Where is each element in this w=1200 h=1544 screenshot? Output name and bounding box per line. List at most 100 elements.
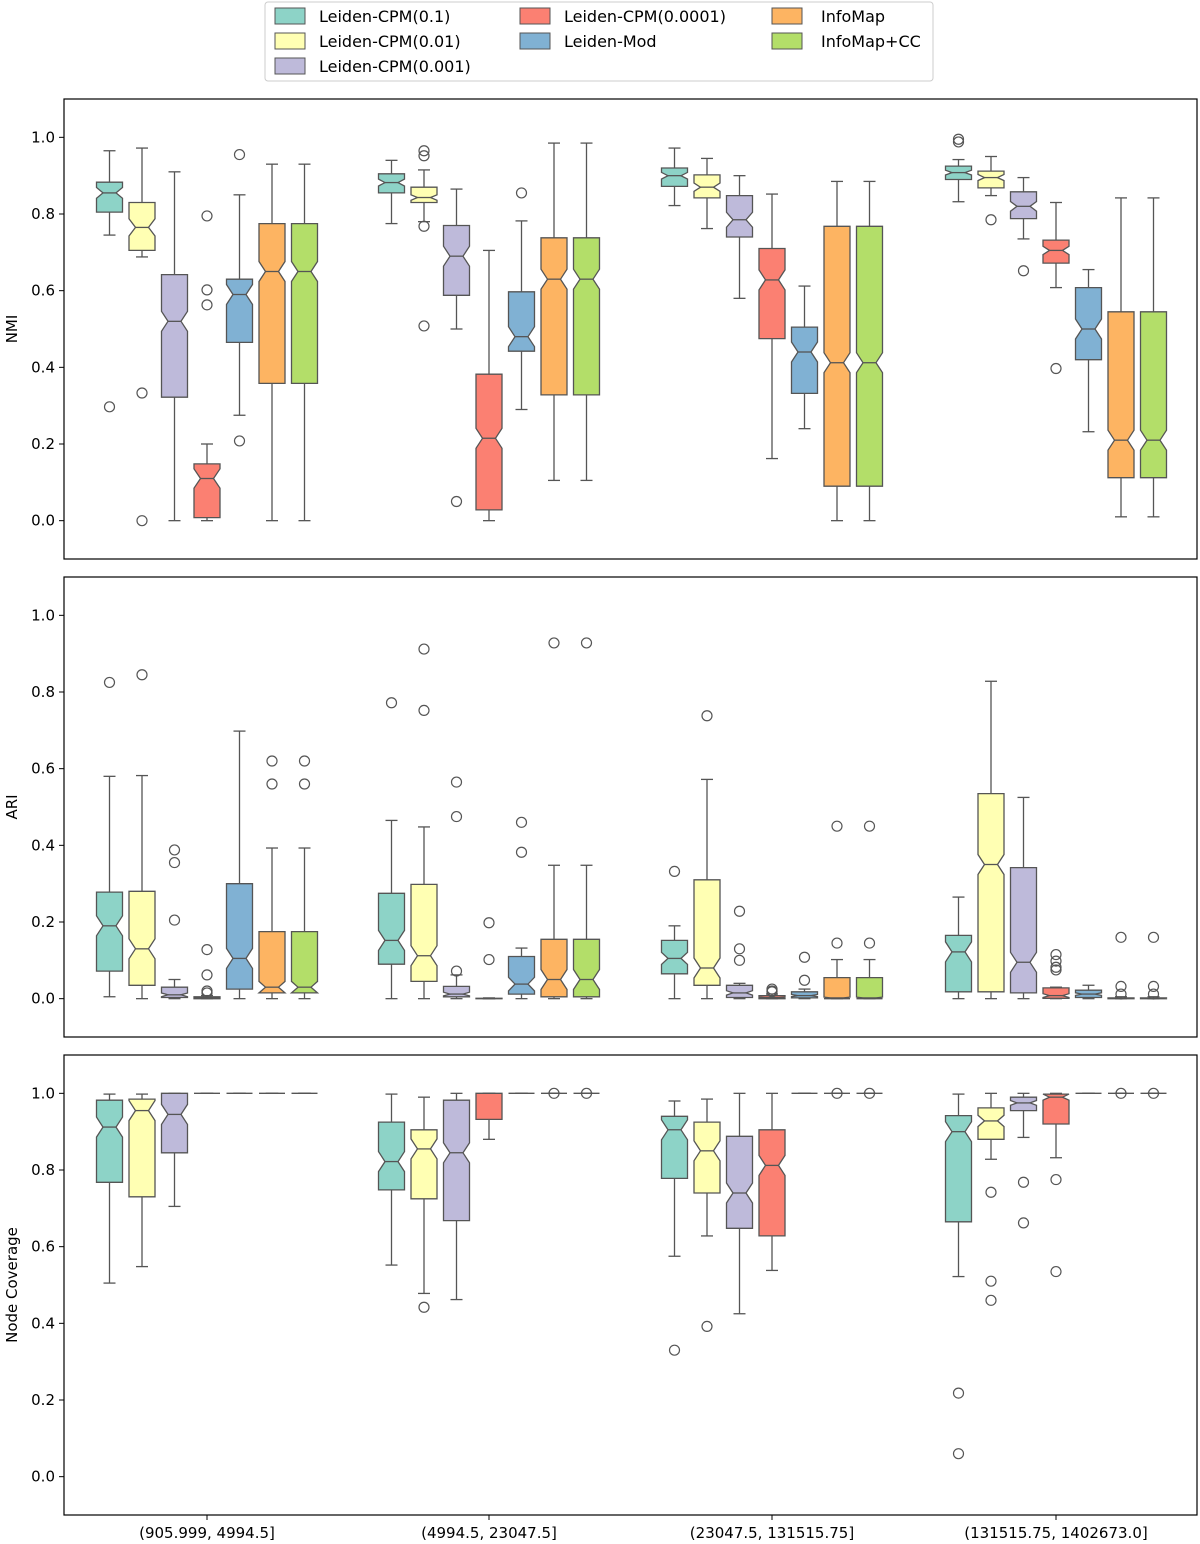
outlier-point [450, 965, 463, 977]
box [693, 1121, 721, 1194]
x-tick-label: (4994.5, 23047.5] [421, 1524, 557, 1542]
outlier-point [418, 320, 430, 332]
outlier-point [233, 435, 246, 447]
legend-swatch [771, 7, 803, 25]
outlier-point [450, 495, 463, 508]
outlier-point [1050, 964, 1062, 976]
outlier-point [450, 776, 463, 788]
legend-entry[interactable]: Leiden-Mod [519, 32, 657, 51]
box [95, 181, 124, 213]
outlier-point [1017, 1176, 1030, 1188]
box [790, 326, 819, 395]
outlier-point [103, 401, 116, 413]
box [442, 224, 471, 296]
ari-panel-frame [63, 576, 1198, 1038]
box [977, 1107, 1005, 1140]
outlier-point [701, 1320, 713, 1333]
box [128, 890, 156, 986]
box [410, 1129, 438, 1200]
legend-entry[interactable]: InfoMap [771, 7, 885, 26]
outlier-point [136, 515, 148, 527]
outlier-point [985, 1186, 997, 1198]
outlier-point [136, 387, 148, 399]
x-tick-label: (23047.5, 131515.75] [690, 1524, 854, 1542]
outlier-point [418, 704, 430, 717]
outlier-point [201, 299, 213, 311]
outlier-point [483, 917, 495, 929]
box [225, 278, 254, 344]
y-tick-label: 0.2 [31, 435, 55, 453]
outlier-point [1017, 265, 1030, 277]
legend-label: InfoMap+CC [821, 32, 921, 51]
box [475, 1092, 503, 1121]
box [790, 991, 819, 999]
y-tick-label: 0.2 [31, 1391, 55, 1409]
outlier-point [418, 220, 430, 232]
box [442, 1099, 471, 1222]
outlier-point [298, 755, 311, 767]
box [289, 930, 320, 994]
box [442, 985, 471, 998]
outlier-point [515, 816, 528, 828]
box [193, 463, 221, 519]
outlier-point [1115, 980, 1127, 993]
ari-axis-label: ARI [3, 794, 21, 819]
outlier-point [701, 710, 713, 722]
box [758, 247, 786, 340]
outlier-point [266, 755, 278, 767]
box [660, 1115, 689, 1180]
outlier-point [548, 637, 560, 649]
y-tick-label: 1.0 [31, 128, 55, 146]
box [1009, 191, 1038, 220]
legend-swatch [274, 7, 306, 25]
outlier-point [136, 669, 148, 681]
y-tick-label: 0.0 [31, 512, 55, 530]
box [725, 1135, 754, 1229]
outlier-point [201, 987, 213, 999]
outlier-point [233, 148, 246, 161]
outlier-point [952, 133, 965, 145]
box [1074, 286, 1103, 361]
outlier-point [798, 974, 811, 986]
legend-entry[interactable]: Leiden-CPM(0.1) [274, 7, 450, 26]
x-axis: (905.999, 4994.5] (4994.5, 23047.5] (230… [139, 1515, 1148, 1542]
outlier-point [515, 846, 528, 858]
outlier-point [168, 914, 181, 926]
legend-swatch [519, 32, 551, 50]
outlier-point [103, 676, 116, 689]
outlier-point [418, 145, 430, 157]
box [823, 976, 851, 1000]
legend-label: Leiden-CPM(0.01) [319, 32, 461, 51]
outlier-point [298, 778, 311, 790]
y-tick-label: 0.6 [31, 760, 55, 778]
outlier-point [798, 951, 811, 963]
legend-entry[interactable]: Leiden-CPM(0.0001) [519, 7, 726, 26]
box [855, 976, 884, 1000]
outlier-point [1050, 362, 1062, 375]
outlier-point [1050, 948, 1062, 961]
box [944, 1114, 973, 1223]
box [410, 186, 438, 204]
legend-entry[interactable]: Leiden-CPM(0.001) [274, 57, 471, 76]
box [95, 1099, 124, 1183]
box [758, 1129, 786, 1237]
outlier-point [1115, 1087, 1127, 1099]
legend-label: Leiden-CPM(0.0001) [564, 7, 726, 26]
box [1042, 987, 1070, 999]
outlier-point [1147, 988, 1160, 1000]
y-tick-label: 1.0 [31, 606, 55, 624]
box [572, 938, 601, 998]
nmi-panel-frame [63, 98, 1198, 560]
outlier-point [863, 820, 876, 832]
y-tick-label: 0.2 [31, 913, 55, 931]
outlier-point [1115, 931, 1127, 943]
outlier-point [985, 214, 997, 226]
y-tick-label: 0.4 [31, 1314, 55, 1332]
box [377, 173, 406, 194]
legend-entry[interactable]: InfoMap+CC [771, 32, 921, 51]
legend-entry[interactable]: Leiden-CPM(0.01) [274, 32, 461, 51]
box [572, 237, 601, 396]
y-tick-label: 0.8 [31, 205, 55, 223]
outlier-point [831, 820, 843, 832]
box [855, 225, 884, 487]
